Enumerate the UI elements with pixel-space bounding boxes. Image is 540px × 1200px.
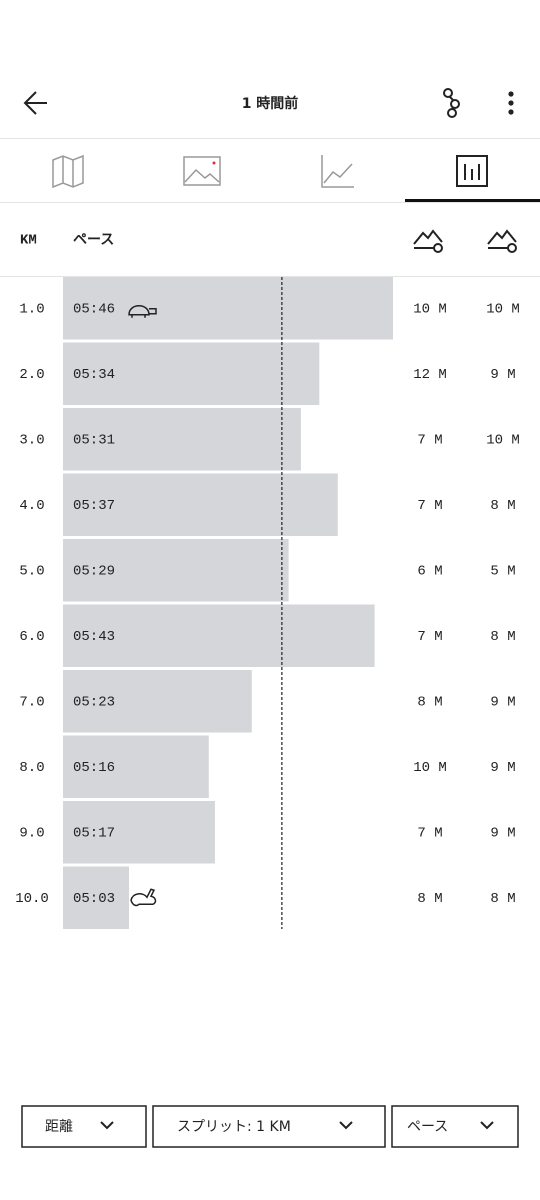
ascent-label: 6 M [417,563,442,579]
button-label: ペース [407,1119,448,1135]
pace-label: 05:37 [73,498,115,514]
km-label: 4.0 [19,498,44,514]
descent-label: 8 M [490,498,515,514]
descent-label: 9 M [490,694,515,710]
km-label: 5.0 [19,563,44,579]
ascent-label: 7 M [417,498,442,514]
descent-label: 10 M [486,301,520,317]
pace-bar [63,342,320,405]
button-label: 距離 [45,1118,73,1135]
fastest-icon [130,888,157,907]
map-tab[interactable] [52,154,84,189]
splits-tab[interactable] [456,155,488,187]
km-label: 10.0 [15,891,49,907]
pace-label: 05:29 [73,563,115,579]
ascent-label: 7 M [417,825,442,841]
pace-label: 05:43 [73,629,115,645]
descent-label: 10 M [486,432,520,448]
column-header: KM [20,233,37,249]
share-button[interactable] [443,88,460,118]
splits-table: 1.0 05:46 10 M 10 M 2.0 05:34 12 M 9 M 3.0 05:31 7… [15,277,520,929]
km-label: 3.0 [19,432,44,448]
slowest-icon [128,305,157,318]
photo-tab[interactable] [183,156,221,186]
descent-icon [487,229,517,253]
pace-dropdown[interactable]: ペース [391,1105,519,1148]
descent-label: 5 M [490,563,515,579]
rabbit [130,888,157,907]
pace-bar [63,801,215,864]
pace-bar [63,866,129,929]
pace-label: 05:17 [73,825,115,841]
ascent-label: 8 M [417,694,442,710]
pace-label: 05:46 [73,301,115,317]
ascent-icon [413,229,443,253]
pace-bar [63,539,289,602]
pace-bar [63,408,301,471]
descent-label: 9 M [490,825,515,841]
ascent-label: 7 M [417,432,442,448]
pace-bar [63,670,252,733]
button-label: スプリット: 1 KM [177,1119,291,1135]
km-label: 7.0 [19,694,44,710]
descent-label: 8 M [490,891,515,907]
ascent-label: 7 M [417,629,442,645]
km-label: 8.0 [19,760,44,776]
ascent-label: 10 M [413,760,447,776]
km-label: 6.0 [19,629,44,645]
pace-bar [63,277,393,340]
menu-button[interactable] [508,91,514,115]
pace-label: 05:34 [73,367,115,383]
descent-label: 8 M [490,629,515,645]
ascent-label: 8 M [417,891,442,907]
turtle [128,305,157,318]
pace-bar [63,604,375,667]
pace-label: 05:03 [73,891,115,907]
back-button[interactable] [23,91,47,115]
km-label: 1.0 [19,301,44,317]
active-tab-indicator [405,199,540,202]
column-header: ペース [73,232,114,248]
graph-tab[interactable] [321,155,354,188]
pace-bar [63,473,338,536]
page-title: 1 時間前 [242,95,299,112]
pace-label: 05:31 [73,432,115,448]
ascent-label: 12 M [413,367,447,383]
ascent-label: 10 M [413,301,447,317]
descent-label: 9 M [490,367,515,383]
pace-bar [63,735,209,798]
pace-label: 05:23 [73,694,115,710]
km-label: 2.0 [19,367,44,383]
descent-label: 9 M [490,760,515,776]
split-dropdown[interactable]: スプリット: 1 KM [152,1105,386,1148]
km-label: 9.0 [19,825,44,841]
distance-dropdown[interactable]: 距離 [21,1105,147,1148]
pace-label: 05:16 [73,760,115,776]
